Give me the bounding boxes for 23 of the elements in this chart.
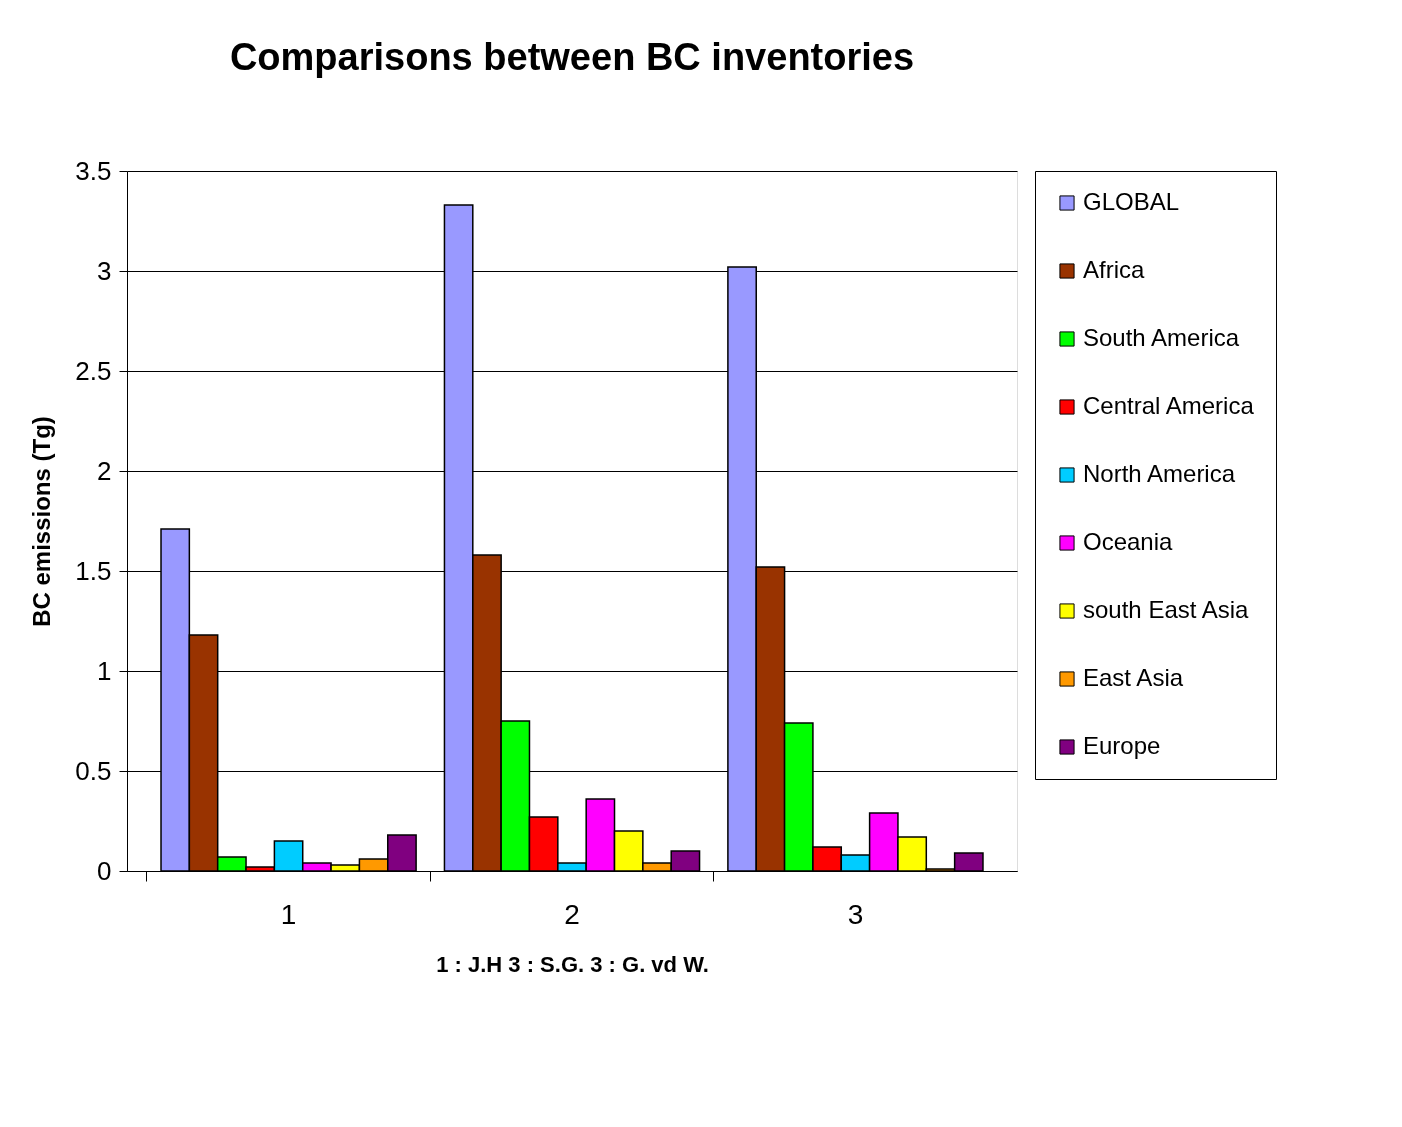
y-tick-label: 0: [97, 855, 112, 886]
y-tick-label: 2: [97, 455, 112, 486]
legend-label: East Asia: [1083, 664, 1184, 691]
legend-label: GLOBAL: [1083, 188, 1180, 215]
legend-label: North America: [1083, 460, 1236, 487]
x-tick-label: 3: [847, 898, 864, 930]
y-tick-label: 0.5: [75, 755, 112, 786]
y-tick-label: 1.5: [75, 555, 112, 586]
text: 1 : J.H 3 : S.G. 3 : G. vd W.: [436, 951, 709, 977]
legend-label: South America: [1083, 324, 1240, 351]
x-tick-label: 1: [280, 898, 297, 930]
legend-label: Africa: [1083, 256, 1145, 283]
y-axis-title: BC emissions (Tg): [28, 416, 56, 627]
y-tick-label: 2.5: [75, 355, 112, 386]
legend-label: Central America: [1083, 392, 1255, 419]
y-tick-label: 3.5: [75, 155, 112, 186]
x-tick-label: 2: [564, 898, 580, 930]
legend-label: Europe: [1083, 732, 1161, 759]
y-tick-label: 3: [97, 255, 112, 286]
legend-label: Oceania: [1083, 528, 1174, 555]
chart-title: Comparisons between BC inventories: [229, 36, 915, 78]
legend-label: south East Asia: [1083, 596, 1250, 623]
y-tick-label: 1: [97, 655, 112, 686]
